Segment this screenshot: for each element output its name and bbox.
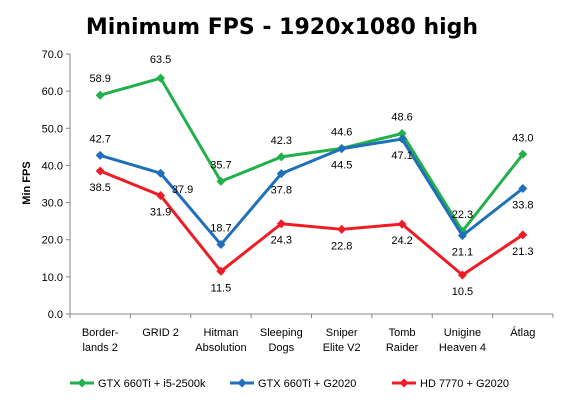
data-label: 22.8 [331, 240, 352, 252]
data-label: 43.0 [512, 132, 533, 144]
data-point-marker [397, 134, 407, 144]
data-label: 47.1 [391, 150, 412, 162]
data-point-marker [216, 266, 226, 276]
x-category-label: Hitman Absolution [195, 327, 246, 354]
legend-marker [399, 378, 409, 388]
data-point-marker [457, 231, 467, 241]
data-label: 38.5 [89, 182, 110, 194]
x-category-label-line: Sniper [326, 327, 358, 339]
x-category-label: Sleeping Dogs [260, 327, 303, 354]
data-point-marker [156, 191, 166, 201]
data-point-marker [337, 144, 347, 154]
x-category-label: Átlag [510, 326, 535, 339]
x-category-label-line: Raider [386, 342, 419, 354]
data-point-marker [95, 166, 105, 176]
data-label: 21.1 [452, 247, 473, 259]
x-category-label-line: Sleeping [260, 327, 303, 339]
x-category-label-line: GRID 2 [142, 327, 179, 339]
data-label: 18.7 [210, 223, 231, 235]
data-label: 31.9 [150, 207, 171, 219]
legend-entry: HD 7770 + G2020 [420, 378, 509, 390]
data-point-marker [276, 219, 286, 229]
data-label: 35.7 [210, 159, 231, 171]
x-category-label-line: Border- [82, 327, 119, 339]
legend-marker [237, 378, 247, 388]
data-point-marker [397, 219, 407, 229]
data-point-marker [518, 183, 528, 193]
x-category-label: Border-lands 2 [82, 327, 119, 354]
series-line [99, 76, 524, 233]
data-label: 37.8 [271, 185, 292, 197]
legend-entry: GTX 660Ti + i5-2500k [98, 378, 206, 390]
data-label: 44.6 [331, 126, 352, 138]
data-label: 58.9 [89, 73, 110, 85]
x-category-label: Sniper Elite V2 [323, 327, 361, 354]
data-label: 37.9 [172, 184, 193, 196]
data-label: 42.7 [89, 133, 110, 145]
data-label: 33.8 [512, 199, 533, 211]
x-category-label-line: lands 2 [82, 342, 117, 354]
y-tick-label: 60.0 [42, 86, 63, 98]
data-label: 48.6 [391, 111, 412, 123]
data-labels: 58.9 63.5 35.7 42.3 44.6 48.6 22.3 43.0 42.7 37.9… [89, 54, 533, 298]
y-tick-label: 20.0 [42, 235, 63, 247]
data-point-marker [95, 150, 105, 160]
x-category-label-line: Absolution [195, 342, 246, 354]
y-tick-label: 70.0 [42, 49, 63, 61]
data-point-marker [337, 224, 347, 234]
y-tick-label: 0.0 [48, 309, 63, 321]
x-category-label-line: Tomb [389, 327, 416, 339]
data-point-marker [397, 128, 407, 138]
series-line [99, 169, 524, 277]
legend-entry: GTX 660Ti + G2020 [258, 378, 356, 390]
series-layer [95, 73, 528, 280]
data-point-marker [216, 176, 226, 186]
data-point-marker [216, 240, 226, 250]
data-label: 21.3 [512, 246, 533, 258]
data-label: 44.5 [331, 160, 352, 172]
y-tick-label: 30.0 [42, 198, 63, 210]
chart-title: Minimum FPS - 1920x1080 high [86, 15, 478, 40]
x-category-label-line: Dogs [268, 342, 294, 354]
x-category-label-line: Átlag [510, 326, 535, 339]
legend-marker [77, 378, 87, 388]
x-category-label: Unigine Heaven 4 [439, 327, 486, 354]
legend: GTX 660Ti + i5-2500k GTX 660Ti + G2020 HD … [70, 378, 509, 390]
data-label: 22.3 [452, 209, 473, 221]
data-label: 11.5 [211, 282, 232, 294]
data-point-marker [156, 73, 166, 83]
y-axis-label: Min FPS [21, 161, 33, 204]
data-point-marker [276, 152, 286, 162]
data-point-marker [457, 270, 467, 280]
data-label: 24.3 [271, 235, 292, 247]
data-label: 42.3 [271, 135, 292, 147]
data-point-marker [518, 230, 528, 240]
x-category-label-line: Unigine [444, 327, 481, 339]
x-category-label: Tomb Raider [386, 327, 419, 354]
y-tick-label: 50.0 [42, 123, 63, 135]
data-point-marker [518, 149, 528, 159]
y-tick-label: 10.0 [42, 272, 63, 284]
data-point-marker [156, 168, 166, 178]
data-label: 10.5 [452, 286, 473, 298]
series-line [99, 137, 524, 247]
x-category-label-line: Heaven 4 [439, 342, 486, 354]
y-tick-label: 40.0 [42, 160, 63, 172]
x-category-label-line: Hitman [204, 327, 239, 339]
data-label: 24.2 [391, 235, 412, 247]
data-point-marker [95, 90, 105, 100]
x-category-label-line: Elite V2 [323, 342, 361, 354]
data-label: 63.5 [150, 54, 171, 66]
data-point-marker [276, 169, 286, 179]
x-category-label: GRID 2 [142, 327, 179, 339]
axes: 0.0 10.0 20.0 30.0 40.0 50.0 60.0 70.0 Border-la… [42, 49, 554, 354]
